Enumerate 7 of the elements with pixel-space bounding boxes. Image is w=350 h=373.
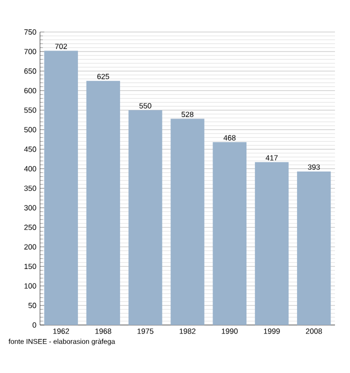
bar [170,118,204,325]
bar [128,110,162,325]
bar [44,50,78,325]
bar [86,80,120,325]
bar [212,142,246,325]
bar [254,162,289,325]
bar [297,171,331,325]
